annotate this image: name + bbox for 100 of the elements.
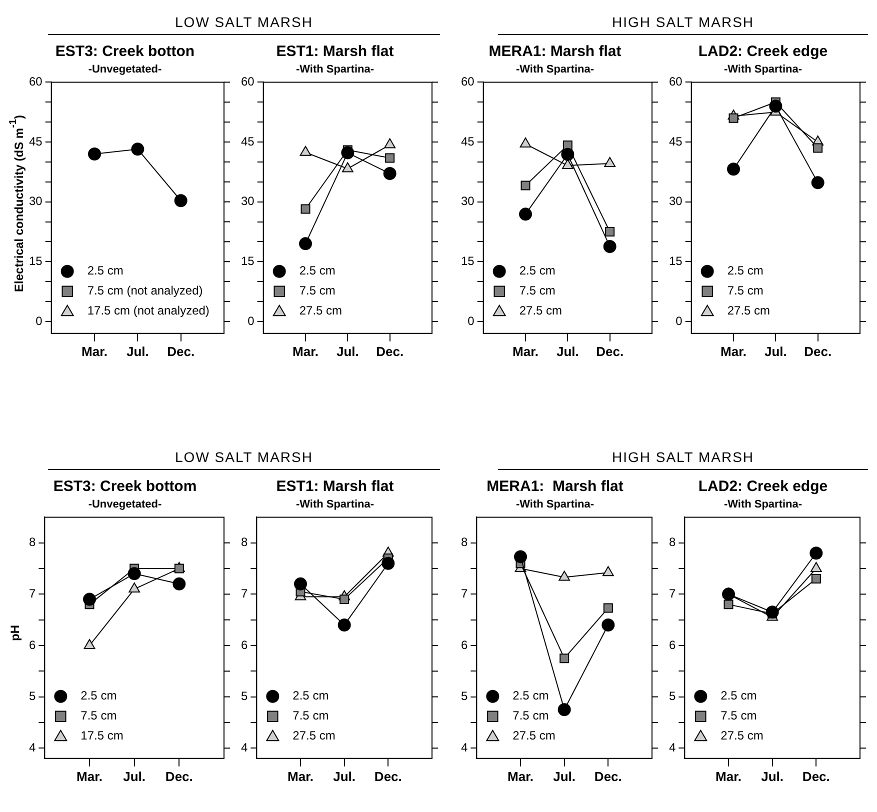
- y-tick-label: 6: [668, 638, 676, 652]
- y-tick-label: 6: [240, 638, 248, 652]
- y-tick-label: 5: [668, 689, 676, 704]
- text: HIGH SALT MARSH: [612, 449, 754, 465]
- y-tick-label: 60: [240, 74, 255, 89]
- x-tick-label: Jul.: [761, 768, 784, 784]
- y-tick-label: 4: [460, 740, 468, 754]
- y-axis-title: pH: [8, 625, 23, 641]
- x-tick-label: Jul.: [336, 344, 359, 359]
- chart-title: LAD2: Creek edge: [698, 43, 828, 60]
- x-tick-label: Dec.: [596, 344, 624, 359]
- legend-label: 17.5 cm (not analyzed): [87, 304, 210, 318]
- y-tick-label: 5: [28, 689, 36, 704]
- y-tick-label: 15: [668, 254, 683, 268]
- x-tick-label: Dec.: [167, 344, 195, 359]
- x-tick-label: Mar.: [292, 344, 319, 359]
- legend-label: 7.5 cm: [512, 708, 549, 723]
- x-tick-label: Mar.: [76, 768, 103, 784]
- y-tick-label: 15: [28, 254, 43, 268]
- y-tick-label: 0: [468, 314, 475, 328]
- chart-subtitle: -With Spartina-: [724, 498, 802, 511]
- legend-label: 27.5 cm: [727, 304, 770, 318]
- y-tick-label: 8: [668, 535, 676, 550]
- y-tick-label: 0: [248, 314, 255, 328]
- x-tick-label: Jul.: [556, 344, 579, 359]
- y-tick-label: 8: [240, 535, 248, 550]
- text: LOW SALT MARSH: [175, 449, 313, 465]
- x-tick-label: Dec.: [594, 768, 622, 784]
- legend-label: 7.5 cm: [720, 708, 757, 723]
- y-tick-label: 4: [668, 740, 676, 754]
- legend-label: 27.5 cm: [512, 728, 556, 743]
- x-tick-label: Mar.: [288, 768, 314, 784]
- y-tick-label: 45: [668, 134, 683, 148]
- legend-label: 27.5 cm: [299, 304, 342, 318]
- legend-label: 2.5 cm: [87, 264, 124, 278]
- chart-subtitle: -Unvegetated-: [88, 64, 162, 76]
- x-tick-label: Dec.: [804, 344, 832, 359]
- y-tick-label: 60: [460, 74, 475, 89]
- chart-title: MERA1: Marsh flat: [486, 478, 624, 496]
- y-tick-label: 30: [668, 194, 683, 208]
- chart-title: EST3: Creek botton: [55, 43, 195, 60]
- chart-subtitle: -Unvegetated-: [88, 498, 162, 511]
- text: LOW SALT MARSH: [175, 14, 313, 30]
- y-tick-label: 15: [240, 254, 255, 268]
- legend-label: 17.5 cm: [80, 728, 124, 743]
- x-tick-label: Jul.: [553, 768, 576, 784]
- x-tick-label: Mar.: [508, 768, 534, 784]
- legend-label: 2.5 cm: [80, 688, 117, 703]
- y-tick-label: 60: [668, 74, 683, 89]
- y-tick-label: 5: [240, 689, 248, 704]
- x-tick-label: Mar.: [716, 768, 742, 784]
- y-tick-label: 7: [28, 586, 36, 600]
- legend-label: 2.5 cm: [720, 688, 757, 703]
- y-tick-label: 0: [36, 314, 43, 328]
- y-tick-label: 45: [240, 134, 255, 148]
- chart-title: EST3: Creek bottom: [53, 478, 197, 496]
- chart-subtitle: -With Spartina-: [724, 64, 802, 76]
- legend-label: 7.5 cm: [292, 708, 329, 723]
- y-tick-label: 0: [676, 314, 683, 328]
- chart-title: LAD2: Creek edge: [698, 478, 828, 496]
- x-tick-label: Dec.: [802, 768, 830, 784]
- chart-subtitle: -With Spartina-: [516, 64, 594, 76]
- y-tick-label: 7: [460, 586, 468, 600]
- y-tick-label: 45: [28, 134, 43, 148]
- legend-label: 27.5 cm: [720, 728, 764, 743]
- y-tick-label: 30: [240, 194, 255, 208]
- y-tick-label: 30: [460, 194, 475, 208]
- chart-title: EST1: Marsh flat: [276, 478, 394, 496]
- y-tick-label: 7: [668, 586, 676, 600]
- y-tick-label: 45: [460, 134, 475, 148]
- y-tick-label: 6: [28, 638, 36, 652]
- x-tick-label: Dec.: [165, 768, 193, 784]
- x-tick-label: Mar.: [82, 344, 108, 359]
- chart-subtitle: -With Spartina-: [296, 64, 374, 76]
- legend-label: 2.5 cm: [292, 688, 329, 703]
- y-tick-label: 5: [460, 689, 468, 704]
- x-tick-label: Mar.: [720, 344, 747, 359]
- y-tick-label: 6: [460, 638, 468, 652]
- x-tick-label: Jul.: [333, 768, 356, 784]
- y-tick-label: 60: [28, 74, 43, 89]
- legend-label: 7.5 cm (not analyzed): [87, 284, 203, 298]
- x-tick-label: Jul.: [126, 344, 149, 359]
- x-tick-label: Dec.: [376, 344, 404, 359]
- legend-label: 2.5 cm: [519, 264, 556, 278]
- legend-label: 7.5 cm: [80, 708, 117, 723]
- legend-label: 27.5 cm: [292, 728, 336, 743]
- legend-label: 2.5 cm: [299, 264, 336, 278]
- x-tick-label: Mar.: [512, 344, 539, 359]
- x-tick-label: Dec.: [374, 768, 402, 784]
- y-tick-label: 15: [460, 254, 475, 268]
- y-tick-label: 4: [28, 740, 36, 754]
- chart-title: EST1: Marsh flat: [276, 43, 394, 60]
- y-tick-label: 30: [28, 194, 43, 208]
- legend-label: 7.5 cm: [727, 284, 764, 298]
- x-tick-label: Jul.: [123, 768, 146, 784]
- legend-label: 2.5 cm: [727, 264, 764, 278]
- x-tick-label: Jul.: [764, 344, 787, 359]
- legend-label: 7.5 cm: [519, 284, 556, 298]
- chart-title: MERA1: Marsh flat: [488, 43, 622, 60]
- y-tick-label: 7: [240, 586, 248, 600]
